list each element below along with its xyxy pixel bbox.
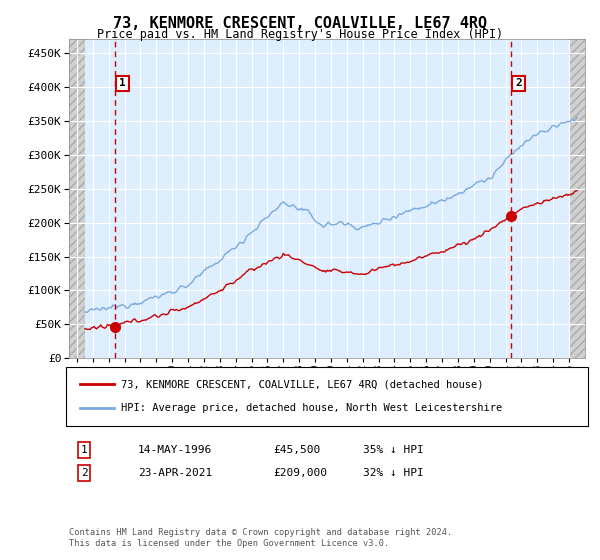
- Text: 14-MAY-1996: 14-MAY-1996: [138, 445, 212, 455]
- Text: £45,500: £45,500: [273, 445, 320, 455]
- Text: 23-APR-2021: 23-APR-2021: [138, 468, 212, 478]
- Text: 1: 1: [80, 445, 88, 455]
- Text: 35% ↓ HPI: 35% ↓ HPI: [363, 445, 424, 455]
- Text: 32% ↓ HPI: 32% ↓ HPI: [363, 468, 424, 478]
- Text: 1: 1: [119, 78, 126, 88]
- Text: 73, KENMORE CRESCENT, COALVILLE, LE67 4RQ (detached house): 73, KENMORE CRESCENT, COALVILLE, LE67 4R…: [121, 380, 484, 390]
- Text: 73, KENMORE CRESCENT, COALVILLE, LE67 4RQ: 73, KENMORE CRESCENT, COALVILLE, LE67 4R…: [113, 16, 487, 31]
- Bar: [69, 39, 85, 358]
- Text: £209,000: £209,000: [273, 468, 327, 478]
- Text: Price paid vs. HM Land Registry's House Price Index (HPI): Price paid vs. HM Land Registry's House …: [97, 28, 503, 41]
- Text: Contains HM Land Registry data © Crown copyright and database right 2024.
This d: Contains HM Land Registry data © Crown c…: [69, 528, 452, 548]
- Text: 2: 2: [80, 468, 88, 478]
- Text: 2: 2: [515, 78, 522, 88]
- Text: HPI: Average price, detached house, North West Leicestershire: HPI: Average price, detached house, Nort…: [121, 403, 502, 413]
- Bar: [569, 39, 585, 358]
